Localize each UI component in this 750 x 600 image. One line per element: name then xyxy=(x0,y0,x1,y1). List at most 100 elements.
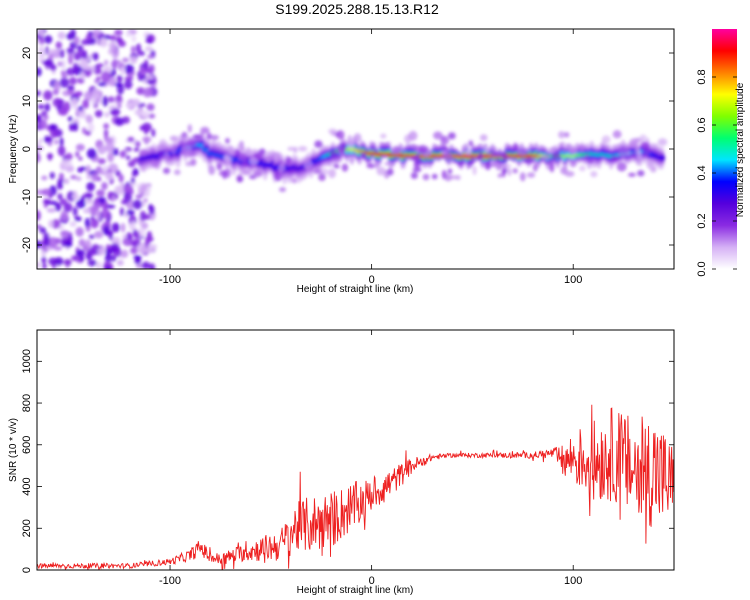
heatmap-cell xyxy=(117,40,126,48)
heatmap-cell xyxy=(37,141,41,147)
heatmap-cell xyxy=(94,110,103,118)
heatmap-cell xyxy=(551,151,561,160)
heatmap-cell xyxy=(102,95,109,107)
heatmap-cell xyxy=(636,150,642,160)
heatmap-cell xyxy=(126,209,135,216)
heatmap-cell xyxy=(75,226,84,237)
heatmap-cell xyxy=(104,59,109,66)
x-tick-label: 0 xyxy=(369,274,375,286)
heatmap-cell xyxy=(353,133,362,143)
heatmap-cell xyxy=(136,87,145,95)
heatmap-cell xyxy=(163,151,170,160)
heatmap-cell xyxy=(253,168,263,178)
heatmap-cell xyxy=(512,168,518,174)
heatmap-cell xyxy=(237,152,248,163)
heatmap-cell xyxy=(43,90,53,101)
heatmap-cell xyxy=(107,152,115,163)
heatmap-cell xyxy=(143,126,149,135)
heatmap-cell xyxy=(569,148,578,153)
heatmap-cell xyxy=(66,47,75,54)
heatmap-cell xyxy=(57,31,66,40)
heatmap-cell xyxy=(85,34,92,42)
snr-x-axis-label: Height of straight line (km) xyxy=(297,585,414,596)
heatmap-cell xyxy=(266,157,272,163)
heatmap-cell xyxy=(639,134,647,141)
heatmap-cell xyxy=(236,175,244,183)
heatmap-cell xyxy=(412,167,422,173)
heatmap-cell xyxy=(271,151,281,162)
heatmap-cell xyxy=(114,117,125,126)
heatmap-cell xyxy=(147,243,156,254)
heatmap-cell xyxy=(124,76,134,81)
y-tick-label: 1000 xyxy=(21,349,33,373)
heatmap-cell xyxy=(97,145,107,155)
heatmap-cell xyxy=(125,31,132,38)
heatmap-cell xyxy=(41,263,47,269)
spectrogram-heatmap xyxy=(37,29,668,269)
heatmap-cell xyxy=(37,224,42,230)
heatmap-cell xyxy=(60,230,70,240)
heatmap-cell xyxy=(63,101,71,112)
heatmap-cell xyxy=(65,152,73,161)
heatmap-cell xyxy=(408,130,418,141)
heatmap-cell xyxy=(517,147,527,156)
heatmap-cell xyxy=(347,138,355,149)
heatmap-cell xyxy=(111,48,120,59)
heatmap-cell xyxy=(53,80,61,92)
heatmap-cell xyxy=(122,57,129,63)
heatmap-cell xyxy=(241,169,251,176)
heatmap-cell xyxy=(91,88,101,100)
heatmap-cell xyxy=(111,222,120,233)
heatmap-cell xyxy=(37,145,44,151)
heatmap-cell xyxy=(646,159,654,170)
heatmap-cell xyxy=(79,254,85,262)
heatmap-cell xyxy=(477,152,484,161)
heatmap-cell xyxy=(96,176,102,182)
heatmap-cell xyxy=(90,216,95,221)
heatmap-cell xyxy=(484,148,490,154)
colorbar-label: Normalized spectral amplitude xyxy=(735,82,746,217)
heatmap-cell xyxy=(41,256,47,265)
heatmap-cell xyxy=(37,67,42,77)
heatmap-cell xyxy=(53,246,63,251)
heatmap-cell xyxy=(107,96,115,103)
heatmap-cell xyxy=(488,146,498,151)
heatmap-cell xyxy=(93,67,103,75)
heatmap-cell xyxy=(37,261,41,268)
heatmap-cell xyxy=(132,199,143,210)
heatmap-cell xyxy=(141,261,151,269)
heatmap-cell xyxy=(524,157,535,164)
heatmap-cell xyxy=(330,130,336,136)
heatmap-cell xyxy=(91,172,99,182)
heatmap-cell xyxy=(135,256,141,262)
heatmap-cell xyxy=(139,149,148,156)
heatmap-cell xyxy=(57,109,68,116)
heatmap-cell xyxy=(43,114,49,121)
heatmap-cell xyxy=(120,66,126,76)
heatmap-cell xyxy=(45,137,53,142)
heatmap-cell xyxy=(384,161,394,166)
heatmap-cell xyxy=(96,189,105,197)
heatmap-cell xyxy=(99,37,108,48)
heatmap-cell xyxy=(119,181,124,192)
heatmap-cell xyxy=(532,163,538,172)
heatmap-cell xyxy=(90,65,96,72)
heatmap-cell xyxy=(60,210,69,221)
heatmap-cell xyxy=(540,155,551,160)
snr-frame xyxy=(36,329,675,571)
heatmap-cell xyxy=(75,199,86,209)
heatmap-cell xyxy=(106,204,116,209)
heatmap-cell xyxy=(333,164,340,169)
heatmap-cell xyxy=(303,159,313,170)
heatmap-cell xyxy=(54,139,59,145)
heatmap-cell xyxy=(147,54,153,60)
heatmap-cell xyxy=(249,157,259,166)
heatmap-cell xyxy=(274,171,283,182)
heatmap-cell xyxy=(90,218,99,229)
heatmap-cell xyxy=(110,60,118,69)
y-tick-label: 400 xyxy=(21,477,33,495)
spectrogram-x-axis-label: Height of straight line (km) xyxy=(297,284,414,295)
heatmap-cell xyxy=(85,114,93,124)
